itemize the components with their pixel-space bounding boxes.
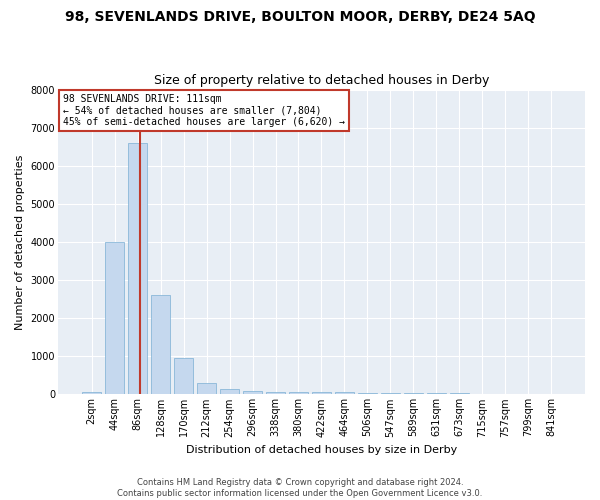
- Bar: [174, 358, 193, 395]
- Bar: [105, 242, 124, 394]
- Bar: [380, 393, 400, 394]
- Bar: [312, 392, 331, 394]
- Bar: [404, 393, 423, 394]
- Text: 98 SEVENLANDS DRIVE: 111sqm
← 54% of detached houses are smaller (7,804)
45% of : 98 SEVENLANDS DRIVE: 111sqm ← 54% of det…: [63, 94, 345, 128]
- Bar: [335, 392, 354, 394]
- Bar: [427, 393, 446, 394]
- Bar: [289, 392, 308, 394]
- Bar: [197, 383, 217, 394]
- Bar: [151, 294, 170, 394]
- X-axis label: Distribution of detached houses by size in Derby: Distribution of detached houses by size …: [186, 445, 457, 455]
- Bar: [128, 143, 148, 395]
- Bar: [82, 392, 101, 394]
- Text: Contains HM Land Registry data © Crown copyright and database right 2024.
Contai: Contains HM Land Registry data © Crown c…: [118, 478, 482, 498]
- Bar: [220, 390, 239, 394]
- Text: 98, SEVENLANDS DRIVE, BOULTON MOOR, DERBY, DE24 5AQ: 98, SEVENLANDS DRIVE, BOULTON MOOR, DERB…: [65, 10, 535, 24]
- Bar: [243, 390, 262, 394]
- Y-axis label: Number of detached properties: Number of detached properties: [15, 154, 25, 330]
- Bar: [358, 392, 377, 394]
- Bar: [266, 392, 285, 394]
- Title: Size of property relative to detached houses in Derby: Size of property relative to detached ho…: [154, 74, 489, 87]
